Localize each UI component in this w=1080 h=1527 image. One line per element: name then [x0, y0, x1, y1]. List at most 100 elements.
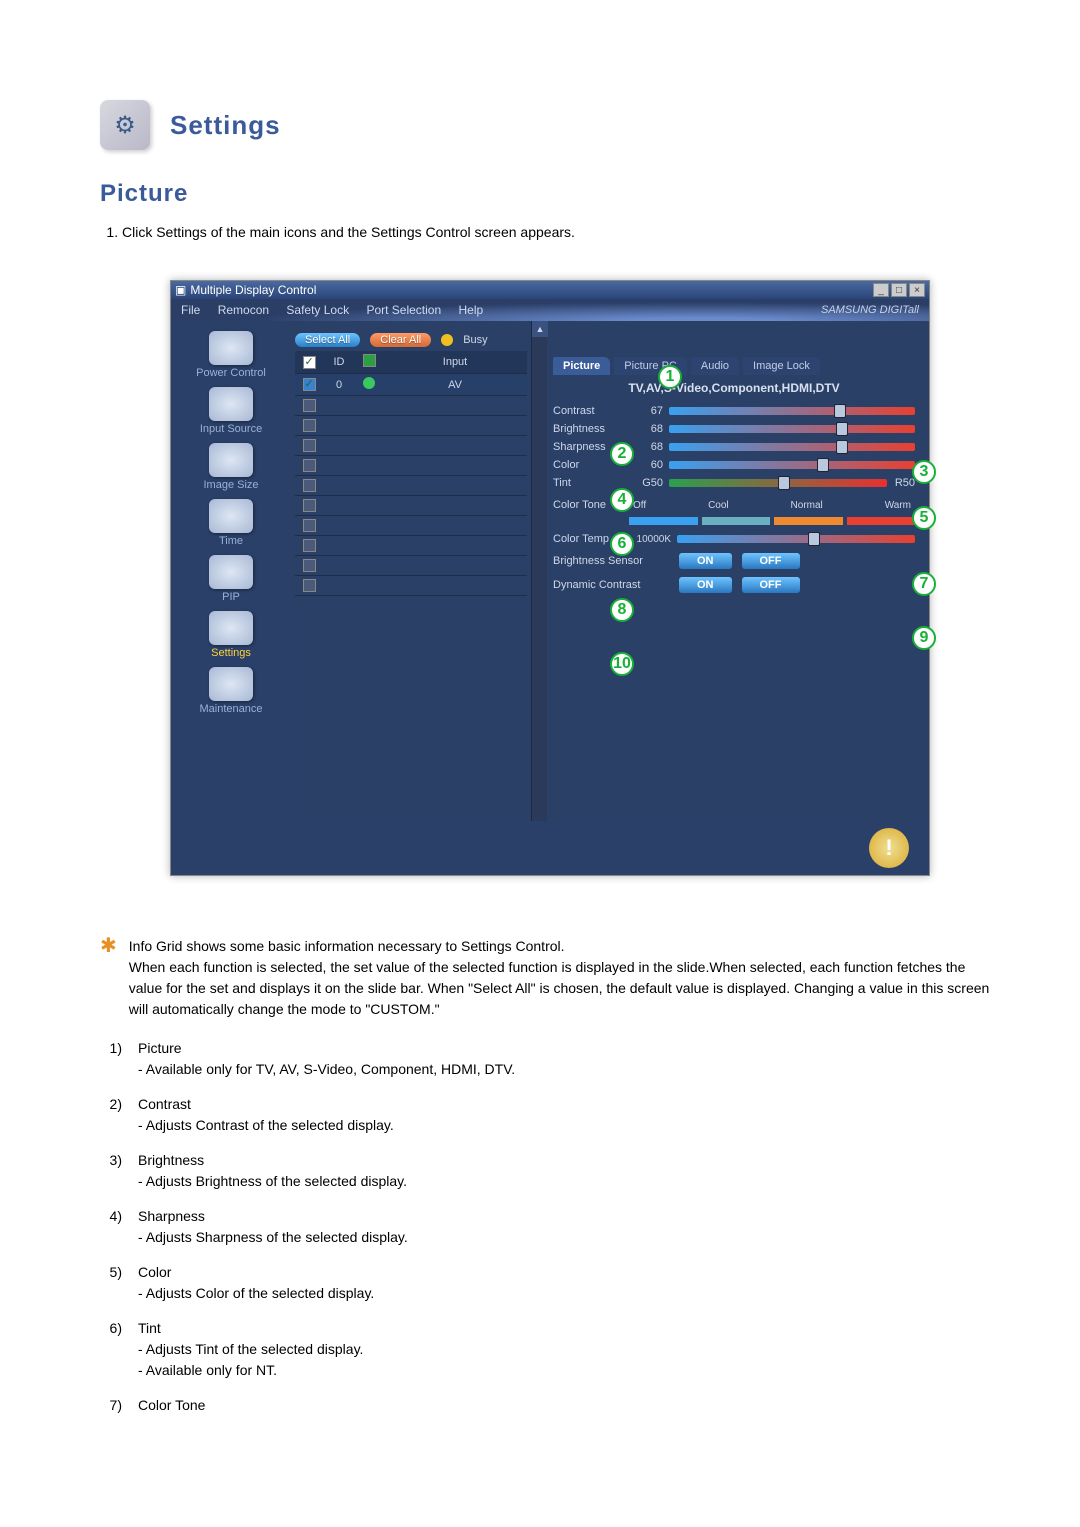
app-icon: ▣	[175, 283, 186, 297]
tint-slider[interactable]	[669, 479, 887, 487]
dynamic-contrast-off[interactable]: OFF	[742, 577, 800, 593]
sharpness-slider[interactable]	[669, 443, 915, 451]
grid-row-0[interactable]: 0 AV	[295, 374, 527, 396]
callout-1: 1	[658, 365, 682, 389]
menu-remocon[interactable]: Remocon	[218, 303, 269, 317]
sharpness-row: Sharpness 68	[553, 441, 915, 453]
brightness-row: Brightness 68	[553, 423, 915, 435]
busy-label: Busy	[463, 334, 487, 346]
legend-list: 1)Picture- Available only for TV, AV, S-…	[100, 1038, 1000, 1416]
dynamic-contrast-row: Dynamic Contrast ON OFF	[553, 577, 915, 593]
colortemp-slider[interactable]	[677, 535, 915, 543]
status-bar: !	[171, 821, 929, 875]
callout-7: 7	[912, 572, 936, 596]
tone-cool[interactable]: Cool	[708, 500, 729, 511]
menu-safety-lock[interactable]: Safety Lock	[286, 303, 349, 317]
grid-row-empty[interactable]	[295, 576, 527, 596]
busy-indicator-icon	[441, 334, 453, 346]
intro-list: Click Settings of the main icons and the…	[122, 224, 1000, 240]
info-line-2: When each function is selected, the set …	[129, 959, 990, 1017]
dynamic-contrast-on[interactable]: ON	[679, 577, 732, 593]
row-id: 0	[323, 376, 355, 394]
alert-icon: !	[869, 828, 909, 868]
info-line-1: Info Grid shows some basic information n…	[129, 938, 565, 954]
color-tone-row: Color Tone Off Cool Normal Warm	[553, 499, 915, 511]
star-icon: ✱	[100, 936, 117, 1020]
sidebar: Power Control Input Source Image Size Ti…	[171, 321, 291, 821]
grid-row-empty[interactable]	[295, 456, 527, 476]
tone-bars	[629, 517, 915, 525]
tab-audio[interactable]: Audio	[691, 357, 739, 375]
minimize-button[interactable]: _	[873, 283, 889, 297]
callout-3: 3	[912, 460, 936, 484]
settings-panel: Picture Picture PC Audio Image Lock TV,A…	[547, 321, 929, 821]
sidebar-item-settings[interactable]: Settings	[177, 611, 285, 659]
header-input: Input	[383, 353, 527, 371]
row-checkbox[interactable]	[303, 378, 316, 391]
grid-row-empty[interactable]	[295, 496, 527, 516]
sidebar-item-maintenance[interactable]: Maintenance	[177, 667, 285, 715]
callout-8: 8	[610, 598, 634, 622]
color-slider[interactable]	[669, 461, 915, 469]
brightness-slider[interactable]	[669, 425, 915, 433]
select-all-button[interactable]: Select All	[295, 333, 360, 347]
menu-file[interactable]: File	[181, 303, 200, 317]
menu-port-selection[interactable]: Port Selection	[366, 303, 441, 317]
sidebar-item-time[interactable]: Time	[177, 499, 285, 547]
colortemp-row: Color Temp 10000K	[553, 533, 915, 545]
header-checkbox[interactable]	[303, 356, 316, 369]
tab-picture[interactable]: Picture	[553, 357, 610, 375]
sidebar-item-input[interactable]: Input Source	[177, 387, 285, 435]
brand-logo: SAMSUNG DIGITall	[821, 304, 919, 316]
tone-warm[interactable]: Warm	[885, 500, 911, 511]
clear-all-button[interactable]: Clear All	[370, 333, 431, 347]
grid-row-empty[interactable]	[295, 476, 527, 496]
row-input: AV	[383, 376, 527, 394]
callout-5: 5	[912, 506, 936, 530]
page-header: ⚙ Settings	[100, 100, 1000, 150]
grid-row-empty[interactable]	[295, 416, 527, 436]
header-id: ID	[323, 353, 355, 371]
color-row: Color 60	[553, 459, 915, 471]
tab-image-lock[interactable]: Image Lock	[743, 357, 820, 375]
info-note: ✱ Info Grid shows some basic information…	[100, 936, 1000, 1020]
close-button[interactable]: ×	[909, 283, 925, 297]
grid-row-empty[interactable]	[295, 396, 527, 416]
menu-help[interactable]: Help	[459, 303, 484, 317]
settings-icon: ⚙	[100, 100, 150, 150]
header-status-icon	[363, 354, 376, 367]
callout-9: 9	[912, 626, 936, 650]
scroll-up-icon[interactable]: ▲	[532, 321, 548, 337]
tone-normal[interactable]: Normal	[791, 500, 823, 511]
callout-6: 6	[610, 532, 634, 556]
screenshot-figure: ▣ Multiple Display Control _ □ × File Re…	[170, 280, 930, 876]
sidebar-item-pip[interactable]: PIP	[177, 555, 285, 603]
menu-bar: File Remocon Safety Lock Port Selection …	[171, 299, 929, 321]
contrast-slider[interactable]	[669, 407, 915, 415]
sidebar-item-image[interactable]: Image Size	[177, 443, 285, 491]
brightness-sensor-on[interactable]: ON	[679, 553, 732, 569]
maximize-button[interactable]: □	[891, 283, 907, 297]
sidebar-item-power[interactable]: Power Control	[177, 331, 285, 379]
row-status-icon	[363, 377, 375, 389]
grid-row-empty[interactable]	[295, 536, 527, 556]
grid-scrollbar[interactable]: ▲	[531, 321, 547, 821]
window-title: Multiple Display Control	[190, 283, 316, 297]
grid-row-empty[interactable]	[295, 556, 527, 576]
tint-row: Tint G50 R50	[553, 477, 915, 489]
info-grid: Select All Clear All Busy ID Input 0	[291, 321, 531, 821]
section-title: Picture	[100, 180, 1000, 208]
callout-2: 2	[610, 442, 634, 466]
title-bar: ▣ Multiple Display Control _ □ ×	[171, 281, 929, 299]
settings-title: Settings	[170, 110, 281, 141]
brightness-sensor-row: Brightness Sensor ON OFF	[553, 553, 915, 569]
intro-item-1: Click Settings of the main icons and the…	[122, 224, 1000, 240]
source-sublabel: TV,AV,S-Video,Component,HDMI,DTV	[553, 381, 915, 395]
grid-row-empty[interactable]	[295, 436, 527, 456]
tone-off[interactable]: Off	[633, 500, 646, 511]
contrast-row: Contrast 67	[553, 405, 915, 417]
brightness-sensor-off[interactable]: OFF	[742, 553, 800, 569]
grid-row-empty[interactable]	[295, 516, 527, 536]
mdc-window: ▣ Multiple Display Control _ □ × File Re…	[170, 280, 930, 876]
grid-header: ID Input	[295, 351, 527, 374]
